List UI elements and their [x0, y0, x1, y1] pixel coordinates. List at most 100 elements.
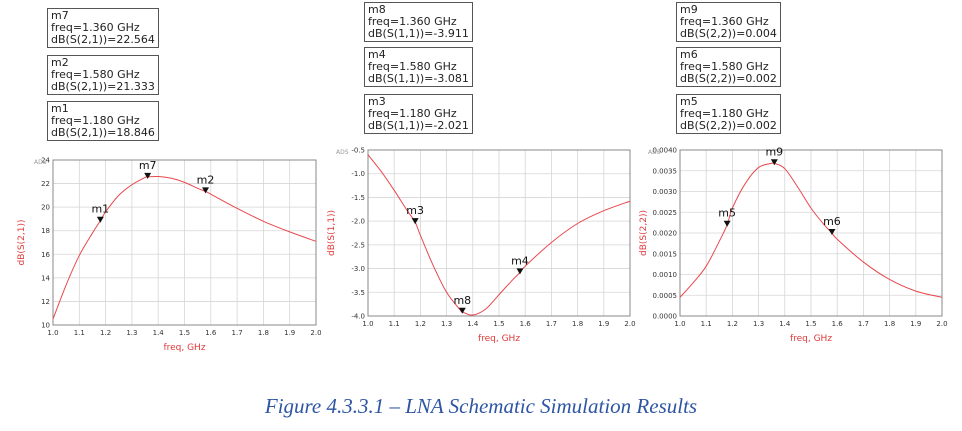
x-tick-label: 1.6: [205, 329, 217, 337]
x-tick-label: 1.8: [258, 329, 269, 337]
y-tick-label: 0.0040: [653, 147, 678, 155]
x-axis-label: freq, GHz: [790, 334, 832, 344]
marker-readout-m4: m4 freq=1.580 GHz dB(S(1,1))=-3.081: [364, 47, 473, 87]
series-trace: [52, 175, 317, 320]
marker-readout-freq: freq=1.580 GHz: [368, 60, 457, 73]
marker-label-m2: m2: [197, 173, 215, 186]
y-tick-label: 18: [41, 227, 50, 235]
marker-readout-freq: freq=1.360 GHz: [51, 21, 140, 34]
x-tick-label: 1.5: [805, 320, 816, 328]
y-tick-label: 0.0030: [653, 188, 678, 196]
y-tick-label: 0.0000: [653, 313, 678, 321]
marker-readout-m7: m7 freq=1.360 GHz dB(S(2,1))=22.564: [47, 8, 159, 48]
y-tick-label: -1.0: [351, 170, 365, 178]
marker-readout-name: m9: [680, 3, 698, 16]
y-tick-label: 12: [41, 298, 50, 306]
y-tick-label: -1.5: [351, 194, 365, 202]
marker-triangle-m7[interactable]: [144, 172, 152, 179]
marker-readout-name: m5: [680, 95, 698, 108]
marker-triangle-m5[interactable]: [723, 220, 731, 227]
x-tick-label: 1.3: [441, 320, 452, 328]
marker-readout-m3: m3 freq=1.180 GHz dB(S(1,1))=-2.021: [364, 94, 473, 134]
x-tick-label: 1.9: [284, 329, 295, 337]
y-tick-label: -0.5: [351, 147, 365, 155]
y-tick-label: 22: [41, 180, 50, 188]
x-axis-label: freq, GHz: [478, 334, 520, 344]
marker-label-m3: m3: [406, 204, 424, 217]
x-tick-label: 1.7: [858, 320, 869, 328]
marker-triangle-m2[interactable]: [202, 187, 210, 194]
chart-panel-3: m9 freq=1.360 GHz dB(S(2,2))=0.004 m6 freq=1…: [630, 0, 962, 390]
marker-readout-m1: m1 freq=1.180 GHz dB(S(2,1))=18.846: [47, 101, 159, 141]
y-tick-label: 0.0015: [653, 250, 678, 258]
marker-readout-value: dB(S(2,1))=21.333: [51, 80, 155, 93]
plot-frame: [679, 149, 943, 317]
x-tick-label: 1.4: [779, 320, 791, 328]
y-tick-label: 24: [41, 157, 50, 165]
x-tick-label: 1.2: [415, 320, 426, 328]
marker-readout-m9: m9 freq=1.360 GHz dB(S(2,2))=0.004: [676, 2, 781, 42]
marker-readout-name: m6: [680, 48, 698, 61]
marker-triangle-m6[interactable]: [828, 229, 836, 235]
y-tick-label: -4.0: [351, 313, 365, 321]
marker-readout-name: m3: [368, 95, 386, 108]
marker-readout-m5: m5 freq=1.180 GHz dB(S(2,2))=0.002: [676, 94, 781, 134]
marker-readout-m2: m2 freq=1.580 GHz dB(S(2,1))=21.333: [47, 55, 159, 95]
chart-panel-2: m8 freq=1.360 GHz dB(S(1,1))=-3.911 m4 freq=…: [318, 0, 638, 390]
y-tick-label: -2.0: [351, 218, 365, 226]
x-tick-label: 2.0: [936, 320, 947, 328]
marker-readout-m8: m8 freq=1.360 GHz dB(S(1,1))=-3.911: [364, 2, 473, 42]
chart-svg: 1.0 1.1 1.2 1.3 1.4 1.5 1.6 1.7 1.8 1.9 2.0 0.0000 0…: [639, 145, 948, 344]
marker-readout-name: m2: [51, 56, 69, 69]
plot-frame: [52, 159, 317, 326]
chart-svg: 1.0 1.1 1.2 1.3 1.4 1.5 1.6 1.7 1.8 1.9 2.0 10 12 14 1…: [17, 157, 322, 354]
marker-readout-value: dB(S(2,2))=0.002: [680, 119, 777, 132]
marker-readout-freq: freq=1.360 GHz: [368, 15, 457, 28]
marker-label-m1: m1: [91, 203, 109, 216]
x-tick-label: 1.8: [884, 320, 895, 328]
series-trace: [367, 154, 631, 316]
x-tick-label: 1.2: [100, 329, 111, 337]
ads-watermark: ADS: [648, 149, 661, 156]
y-axis-label: dB(S(1,1)): [327, 210, 337, 256]
marker-triangle-m9[interactable]: [770, 159, 778, 166]
x-tick-label: 1.5: [493, 320, 504, 328]
x-tick-label: 2.0: [624, 320, 635, 328]
ads-watermark: ADS: [336, 149, 349, 156]
y-tick-label: 0.0020: [653, 230, 678, 238]
marker-readout-value: dB(S(2,2))=0.002: [680, 72, 777, 85]
x-tick-label: 1.9: [910, 320, 921, 328]
marker-readout-name: m8: [368, 3, 386, 16]
x-tick-label: 1.4: [467, 320, 479, 328]
y-tick-label: -3.5: [351, 289, 365, 297]
marker-label-m5: m5: [718, 207, 736, 220]
marker-label-m8: m8: [453, 294, 471, 307]
x-tick-label: 1.3: [753, 320, 764, 328]
marker-readout-name: m1: [51, 102, 69, 115]
marker-readout-value: dB(S(1,1))=-3.081: [368, 72, 469, 85]
y-tick-label: 10: [41, 322, 50, 330]
marker-readout-value: dB(S(2,2))=0.004: [680, 27, 777, 40]
marker-readout-freq: freq=1.580 GHz: [51, 68, 140, 81]
marker-label-m7: m7: [139, 159, 157, 172]
marker-triangle-m8[interactable]: [458, 307, 466, 314]
marker-triangle-m4[interactable]: [516, 268, 524, 275]
plot-frame: [367, 149, 631, 317]
x-tick-label: 1.2: [727, 320, 738, 328]
marker-readout-freq: freq=1.180 GHz: [368, 107, 457, 120]
x-axis-label: freq, GHz: [163, 343, 205, 353]
x-tick-label: 1.1: [389, 320, 400, 328]
marker-triangle-m1[interactable]: [96, 216, 104, 223]
marker-label-m9: m9: [765, 145, 783, 158]
chart-panel-1: m7 freq=1.360 GHz dB(S(2,1))=22.564 m2 freq=…: [0, 0, 330, 390]
y-axis-label: dB(S(2,1)): [17, 220, 27, 266]
x-tick-label: 1.6: [520, 320, 532, 328]
x-tick-label: 1.0: [674, 320, 685, 328]
x-tick-label: 1.4: [153, 329, 165, 337]
y-tick-label: -3.0: [351, 265, 365, 273]
y-tick-label: 16: [41, 251, 50, 259]
marker-triangle-m3[interactable]: [411, 218, 419, 225]
x-tick-label: 1.8: [572, 320, 583, 328]
series-trace: [679, 162, 943, 298]
marker-readout-m6: m6 freq=1.580 GHz dB(S(2,2))=0.002: [676, 47, 781, 87]
